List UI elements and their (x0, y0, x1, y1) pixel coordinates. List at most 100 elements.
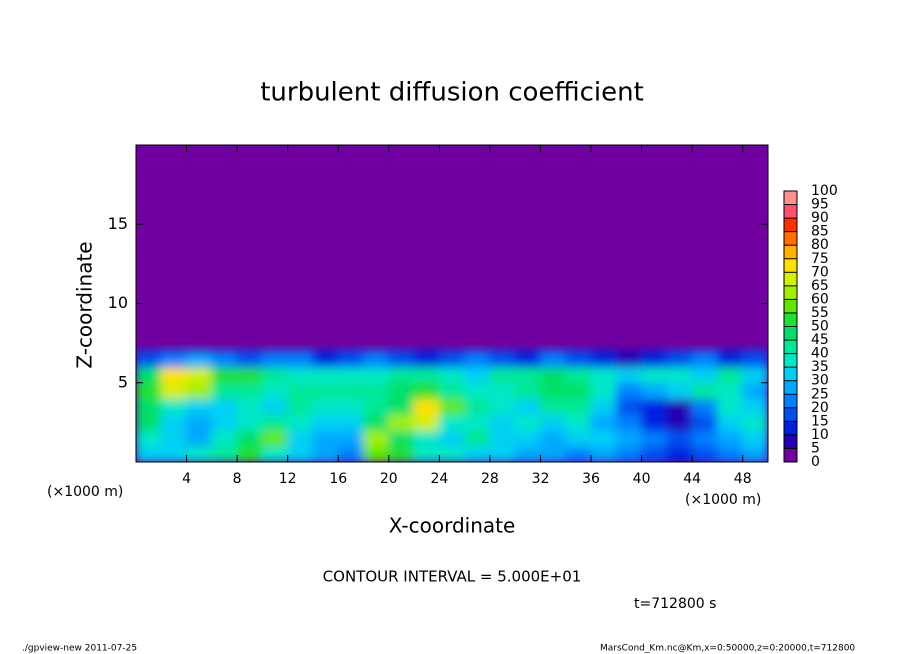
colorbar-band (784, 231, 797, 246)
y-unit-label: (×1000 m) (47, 484, 123, 500)
cell (464, 382, 491, 400)
cell (136, 398, 162, 415)
cell (186, 398, 213, 415)
cell (388, 413, 415, 431)
cell (388, 445, 415, 462)
cell (261, 413, 289, 431)
cell (136, 350, 162, 368)
cell (211, 350, 238, 368)
cell (615, 398, 643, 415)
colorbar-tick-label: 80 (811, 237, 829, 253)
field-clip (136, 350, 768, 462)
cell (666, 382, 693, 400)
colorbar-band (784, 394, 797, 408)
cell (160, 382, 188, 400)
cell (716, 382, 744, 400)
colorbar-band (784, 380, 797, 395)
cell (211, 429, 238, 447)
colorbar-tick-label: 35 (811, 359, 829, 375)
chart-title: turbulent diffusion coefficient (260, 78, 644, 108)
cell (261, 382, 289, 400)
cell (186, 413, 213, 431)
cell (363, 382, 390, 400)
cell (160, 350, 188, 368)
cell (742, 366, 768, 384)
cell (590, 350, 617, 368)
colorbar-band (784, 407, 797, 422)
x-tick-label: 12 (279, 471, 297, 487)
x-tick-label: 36 (582, 471, 600, 487)
cell (464, 429, 491, 447)
cell (641, 413, 668, 431)
cell (666, 398, 693, 415)
cell (388, 382, 415, 400)
cell (413, 350, 440, 368)
cell (363, 429, 390, 447)
cell (615, 429, 643, 447)
cell (211, 445, 238, 462)
x-tick-label: 16 (329, 471, 347, 487)
cell (337, 445, 365, 462)
cell (312, 350, 339, 368)
cell (160, 366, 188, 384)
cell (287, 366, 314, 384)
colorbar-band (784, 326, 797, 341)
colorbar-band (784, 312, 797, 327)
cell (514, 382, 541, 400)
cell (438, 366, 466, 384)
colorbar-band (784, 367, 797, 381)
footer-left: ./gpview-new 2011-07-25 (22, 644, 137, 654)
cell (312, 445, 339, 462)
cell (186, 445, 213, 462)
colorbar-tick-label: 65 (811, 278, 829, 294)
cell (236, 445, 263, 462)
footer-right: MarsCond_Km.nc@Km,x=0:50000,z=0:20000,t=… (600, 644, 855, 654)
cell (388, 398, 415, 415)
colorbar-tick-label: 50 (811, 319, 829, 335)
x-tick-label: 44 (683, 471, 701, 487)
cell (489, 413, 516, 431)
cell (514, 350, 541, 368)
cell (337, 350, 365, 368)
cell (287, 382, 314, 400)
cell (236, 398, 263, 415)
cell (590, 382, 617, 400)
cell (438, 382, 466, 400)
cell (590, 413, 617, 431)
cell (615, 382, 643, 400)
cell (312, 413, 339, 431)
colorbar-band (784, 353, 797, 368)
cell (211, 398, 238, 415)
cell (261, 350, 289, 368)
cell (641, 366, 668, 384)
x-tick-label: 8 (233, 471, 242, 487)
cell (438, 413, 466, 431)
cell (565, 398, 592, 415)
cell (539, 398, 567, 415)
cell (641, 398, 668, 415)
cell (666, 350, 693, 368)
cell (464, 366, 491, 384)
cell (489, 366, 516, 384)
cell (363, 445, 390, 462)
cell (337, 366, 365, 384)
cell (186, 350, 213, 368)
cell (590, 445, 617, 462)
cell (337, 398, 365, 415)
cell (641, 382, 668, 400)
cell (590, 429, 617, 447)
colorbar-tick-label: 70 (811, 264, 829, 280)
cell (565, 413, 592, 431)
colorbar-band (784, 272, 797, 286)
cell (742, 413, 768, 431)
cell (413, 445, 440, 462)
x-tick-label: 24 (430, 471, 448, 487)
cell (691, 382, 718, 400)
colorbar-band (784, 448, 797, 462)
x-tick-label: 20 (380, 471, 398, 487)
cell (312, 382, 339, 400)
cell (287, 413, 314, 431)
cell (489, 445, 516, 462)
cell (211, 382, 238, 400)
